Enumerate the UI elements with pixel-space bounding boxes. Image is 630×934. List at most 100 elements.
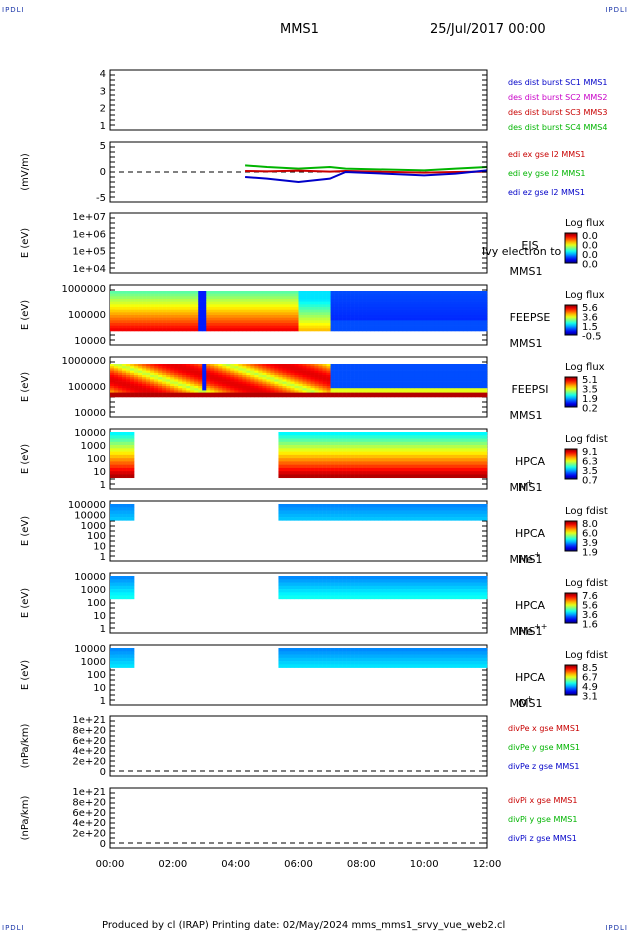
spectrogram-cell xyxy=(290,471,295,475)
spectrogram-cell xyxy=(294,461,299,465)
spectrogram-cell xyxy=(346,504,351,508)
spectrogram-cell xyxy=(286,394,291,398)
spectrogram-cell xyxy=(338,651,343,655)
spectrogram-cell xyxy=(118,301,123,305)
spectrogram-cell xyxy=(142,377,147,380)
spectrogram-cell xyxy=(178,381,183,385)
spectrogram-cell xyxy=(142,328,147,332)
spectrogram-cell xyxy=(290,445,295,449)
spectrogram-cell xyxy=(186,317,191,321)
spectrogram-cell xyxy=(350,307,355,310)
spectrogram-cell xyxy=(466,441,472,446)
spectrogram-cell xyxy=(150,325,155,329)
spectrogram-cell xyxy=(258,301,263,305)
spectrogram-cell xyxy=(478,383,484,387)
spectrogram-cell xyxy=(462,392,468,396)
spectrogram-cell xyxy=(382,445,388,449)
hpca-spectrogram-p8 xyxy=(110,576,488,600)
spectrogram-cell xyxy=(442,383,448,387)
spectrogram-cell xyxy=(330,370,335,374)
spectrogram-cell xyxy=(374,377,380,380)
colorbar-tick: 9.1 xyxy=(582,447,598,458)
spectrogram-cell xyxy=(110,296,115,300)
spectrogram-cell xyxy=(246,299,251,302)
spectrogram-cell xyxy=(290,513,295,518)
spectrogram-cell xyxy=(314,320,319,324)
spectrogram-cell xyxy=(282,379,287,382)
spectrogram-cell xyxy=(214,328,219,332)
spectrogram-cell xyxy=(406,504,412,508)
spectrogram-cell xyxy=(418,301,424,305)
spectrogram-cell xyxy=(350,390,355,393)
spectrogram-cell xyxy=(314,317,319,321)
spectrogram-cell xyxy=(330,388,335,391)
spectrogram-cell xyxy=(310,576,315,580)
spectrogram-cell xyxy=(402,513,408,518)
spectrogram-cell xyxy=(238,377,243,380)
spectrogram-cell xyxy=(158,372,163,376)
spectrogram-cell xyxy=(290,328,295,332)
spectrogram-cell xyxy=(306,375,311,378)
spectrogram-cell xyxy=(474,454,480,459)
spectrogram-cell xyxy=(466,364,472,367)
spectrogram-cell xyxy=(118,381,123,385)
spectrogram-cell xyxy=(278,507,283,511)
spectrogram-cell xyxy=(378,304,384,308)
spectrogram-cell xyxy=(418,651,424,655)
spectrogram-cell xyxy=(402,368,408,371)
spectrogram-cell xyxy=(466,589,472,593)
spectrogram-cell xyxy=(310,320,315,324)
spectrogram-cell xyxy=(442,375,448,378)
spectrogram-cell xyxy=(422,651,428,655)
spectrogram-cell xyxy=(314,379,319,382)
spectrogram-cell xyxy=(326,368,331,371)
spectrogram-cell xyxy=(214,386,219,389)
spectrogram-cell xyxy=(438,579,444,583)
spectrogram-cell xyxy=(410,379,416,382)
spectrogram-cell xyxy=(290,309,295,313)
spectrogram-cell xyxy=(478,328,484,332)
spectrogram-cell xyxy=(362,388,367,391)
spectrogram-cell xyxy=(370,651,376,655)
spectrogram-cell xyxy=(418,323,424,326)
spectrogram-cell xyxy=(454,377,460,380)
spectrogram-cell xyxy=(362,595,367,600)
spectrogram-cell xyxy=(198,386,203,389)
spectrogram-cell xyxy=(250,325,255,329)
spectrogram-cell xyxy=(126,451,131,456)
spectrogram-cell xyxy=(350,504,355,508)
spectrogram-cell xyxy=(122,595,127,600)
spectrogram-cell xyxy=(398,325,404,329)
spectrogram-cell xyxy=(402,595,408,600)
spectrogram-cell xyxy=(350,661,355,665)
spectrogram-cell xyxy=(354,582,359,587)
spectrogram-cell xyxy=(426,467,432,472)
spectrogram-cell xyxy=(362,366,367,369)
spectrogram-cell xyxy=(430,585,436,590)
spectrogram-cell xyxy=(146,394,151,398)
spectrogram-cell xyxy=(414,654,420,659)
spectrogram-cell xyxy=(210,377,215,380)
spectrogram-cell xyxy=(278,510,283,515)
spectrogram-cell xyxy=(446,370,452,374)
colorbar-tick: 0.2 xyxy=(582,404,598,415)
spectrogram-cell xyxy=(178,394,183,398)
spectrogram-cell xyxy=(286,296,291,300)
spectrogram-cell xyxy=(390,328,396,332)
spectrogram-cell xyxy=(286,595,291,600)
spectrogram-cell xyxy=(222,320,227,324)
spectrogram-cell xyxy=(434,377,440,380)
spectrogram-cell xyxy=(310,307,315,310)
spectrogram-cell xyxy=(366,510,371,515)
spectrogram-cell xyxy=(358,579,363,583)
spectrogram-cell xyxy=(250,364,255,367)
spectrogram-cell xyxy=(202,386,207,389)
spectrogram-cell xyxy=(418,392,424,396)
spectrogram-cell xyxy=(466,381,472,385)
spectrogram-cell xyxy=(454,510,460,515)
spectrogram-cell xyxy=(174,381,179,385)
spectrogram-cell xyxy=(286,589,291,593)
spectrogram-cell xyxy=(246,383,251,387)
spectrogram-cell xyxy=(206,299,211,302)
spectrogram-cell xyxy=(130,381,135,385)
